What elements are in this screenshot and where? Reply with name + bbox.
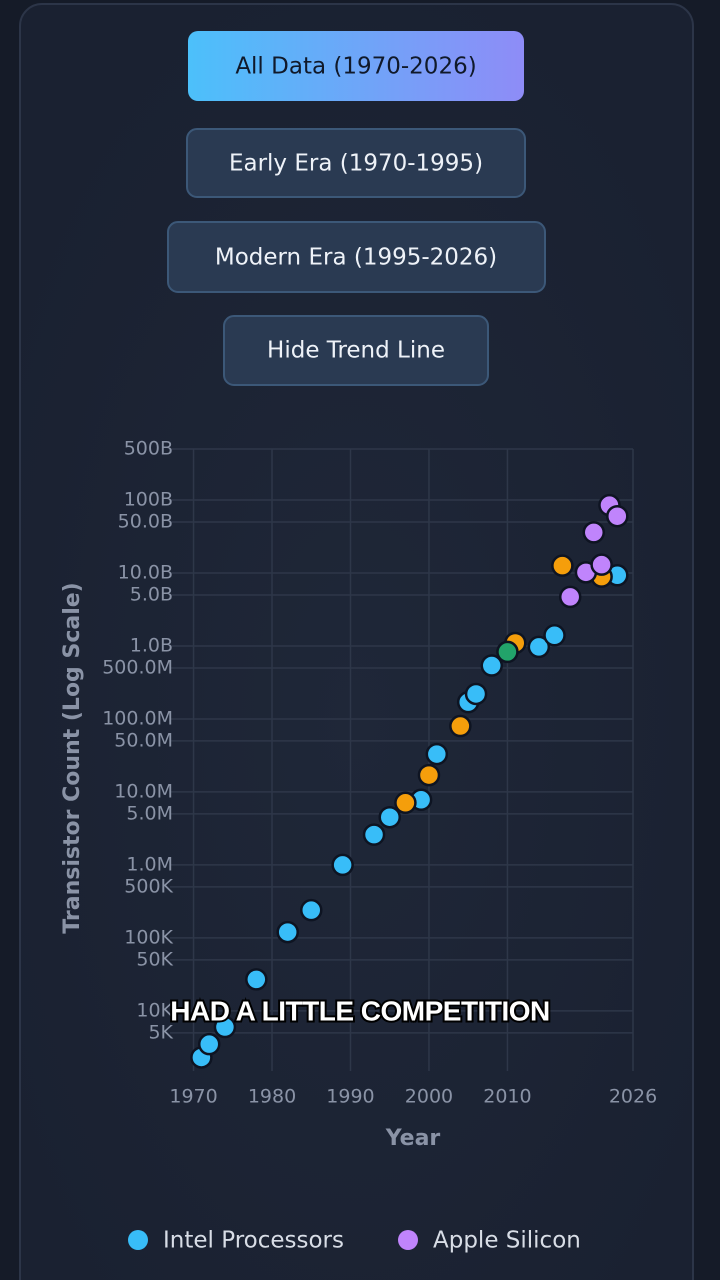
point (606, 504, 629, 528)
button-label[interactable]: Hide Trend Line (267, 338, 445, 364)
y-tick-label: 100.0M (102, 707, 173, 729)
x-axis-label: Year (385, 1126, 441, 1151)
button[interactable]: Modern Era (1995-2026) (167, 221, 546, 293)
legend-swatch (398, 1230, 418, 1250)
y-tick-label: 10K (136, 999, 173, 1021)
button-label[interactable]: All Data (1970-2026) (235, 54, 476, 80)
point (449, 714, 472, 738)
point (331, 853, 354, 877)
card (19, 3, 694, 1280)
legend-swatch (128, 1230, 148, 1250)
x-tick-label: 2010 (483, 1086, 531, 1108)
y-tick-label: 50.0B (118, 510, 173, 532)
y-tick-label: 5K (148, 1021, 173, 1043)
point (558, 585, 582, 609)
point (590, 553, 613, 576)
plot (190, 493, 629, 1069)
x-tick-label: 2000 (405, 1086, 453, 1108)
point (378, 805, 401, 829)
point (197, 1032, 221, 1056)
point (245, 968, 268, 991)
point (394, 791, 417, 815)
point (362, 823, 386, 846)
y-tick-label: 5.0B (130, 583, 173, 605)
button-bg[interactable] (167, 221, 546, 293)
button-bg[interactable] (186, 128, 526, 198)
button[interactable]: All Data (1970-2026) (188, 31, 524, 101)
point (543, 624, 566, 647)
button-bg[interactable] (188, 31, 524, 101)
y-tick-label: 500K (124, 875, 173, 897)
point (213, 1015, 237, 1039)
point (527, 635, 551, 659)
grid: 500B100B50.0B10.0B5.0B1.0B500.0M100.0M50… (102, 438, 657, 1108)
y-tick-label: 1.0B (130, 634, 173, 656)
y-tick-label: 100K (124, 926, 173, 948)
point (300, 898, 323, 922)
button[interactable]: Early Era (1970-1995) (186, 128, 526, 198)
x-tick-label: 1980 (248, 1086, 296, 1108)
y-tick-label: 50.0M (114, 729, 173, 751)
point (582, 521, 606, 544)
point (276, 920, 299, 944)
caption: HAD A LITTLE COMPETITION (170, 995, 549, 1026)
point (464, 682, 488, 706)
x-tick-label: 1990 (326, 1086, 374, 1108)
y-tick-label: 10.0M (114, 780, 173, 802)
y-tick-label: 5.0M (126, 802, 173, 824)
y-tick-label: 50K (136, 948, 173, 970)
point (496, 640, 519, 664)
legend-label: Intel Processors (163, 1228, 344, 1254)
y-tick-label: 10.0B (118, 561, 173, 583)
x-tick-label: 2026 (609, 1086, 657, 1108)
button-label[interactable]: Early Era (1970-1995) (229, 151, 483, 177)
button-bg[interactable] (223, 315, 489, 386)
y-tick-label: 500.0M (102, 656, 173, 678)
point (480, 654, 503, 677)
legend: Intel Processors Apple Silicon (128, 1228, 581, 1254)
point (425, 742, 449, 766)
y-tick-label: 500B (124, 438, 173, 460)
x-tick-label: 1970 (169, 1086, 217, 1108)
button-label[interactable]: Modern Era (1995-2026) (215, 245, 497, 271)
y-axis-label: Transistor Count (Log Scale) (60, 582, 85, 933)
y-tick-label: 100B (124, 489, 173, 511)
button[interactable]: Hide Trend Line (223, 315, 489, 386)
point (417, 763, 441, 787)
point (551, 554, 574, 577)
y-tick-label: 1.0M (126, 853, 173, 875)
legend-label: Apple Silicon (433, 1228, 581, 1254)
